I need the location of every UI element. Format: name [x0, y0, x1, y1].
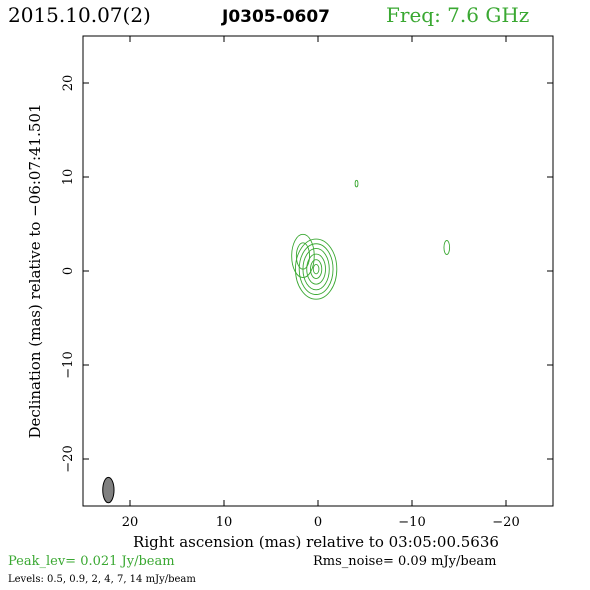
- y-tick-label: 10: [61, 169, 76, 186]
- y-tick-label: −20: [61, 445, 76, 472]
- y-axis-label: Declination (mas) relative to −06:07:41.…: [26, 103, 44, 438]
- x-tick-label: 20: [122, 515, 139, 530]
- beam-ellipse: [102, 476, 115, 504]
- source-name: J0305-0607: [221, 7, 330, 27]
- contour-line: [294, 238, 338, 300]
- contour-lines: [291, 179, 451, 300]
- x-axis-label: Right ascension (mas) relative to 03:05:…: [133, 533, 499, 551]
- beam-ellipse-group: [102, 476, 115, 504]
- y-tick-label: 20: [61, 75, 76, 92]
- x-tick-label: 0: [314, 515, 322, 530]
- x-tick-label: 10: [216, 515, 233, 530]
- contour-line: [354, 179, 359, 188]
- contour-line: [295, 242, 310, 270]
- y-tick-label: −10: [61, 351, 76, 378]
- epoch-date: 2015.10.07(2): [8, 3, 151, 27]
- contour-line: [298, 243, 334, 295]
- frequency-label: Freq: 7.6 GHz: [386, 3, 529, 27]
- rms-noise: Rms_noise= 0.09 mJy/beam: [313, 554, 496, 569]
- contour-levels: Levels: 0.5, 0.9, 2, 4, 7, 14 mJy/beam: [8, 574, 196, 585]
- x-tick-label: −10: [398, 515, 425, 530]
- contour-line: [306, 253, 326, 285]
- contour-line: [291, 233, 315, 279]
- contour-line: [310, 259, 323, 279]
- x-tick-label: −20: [492, 515, 519, 530]
- peak-level: Peak_lev= 0.021 Jy/beam: [8, 554, 175, 569]
- contour-line: [312, 263, 320, 275]
- axis-tick-labels: 20 10 0 −10 −20 20 10 0 −10 −20: [61, 75, 520, 530]
- y-tick-label: 0: [61, 267, 76, 275]
- contour-line: [443, 239, 451, 255]
- axis-ticks: [83, 36, 553, 506]
- plot-frame: [82, 35, 554, 507]
